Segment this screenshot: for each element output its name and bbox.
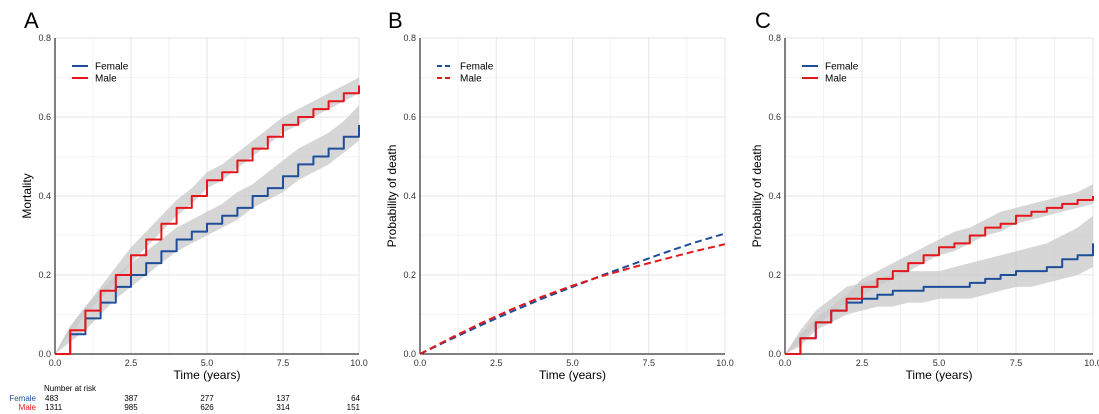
legend-label-male: Male: [95, 74, 117, 85]
x-tick-label: 10.0: [716, 358, 734, 368]
x-tick-label: 0.0: [414, 358, 427, 368]
series-line-male: [785, 196, 1094, 355]
legend-label-male: Male: [825, 74, 847, 85]
panel-b: B 0.0 2.5 5.0 7.5 10.0 0.0 0.2 0.4 0.6 0.8 Time (ye…: [385, 8, 734, 382]
x-tick-label: 7.5: [642, 358, 655, 368]
x-tick-label: 10.0: [350, 358, 368, 368]
risk-table-cell: 387: [124, 394, 138, 403]
risk-table-cell: 314: [276, 403, 290, 412]
x-tick-label: 7.5: [1010, 358, 1023, 368]
x-tick-label: 5.0: [201, 358, 214, 368]
y-tick-label: 0.6: [38, 112, 51, 122]
y-tick-label: 0.4: [403, 191, 416, 201]
series-line-male: [419, 243, 726, 355]
y-tick-label: 0.8: [38, 33, 51, 43]
y-tick-label: 0.0: [768, 349, 781, 359]
y-tick-label: 0.4: [768, 191, 781, 201]
panel-letter: C: [755, 8, 771, 33]
x-tick-label: 2.5: [856, 358, 869, 368]
y-tick-label: 0.6: [768, 112, 781, 122]
panel-a: A 0.0 2.5 5.0 7.5 10.0 0.0 0.2 0.4 0.6 0.8 Time (ye…: [9, 8, 367, 412]
series-line-male: [55, 85, 360, 355]
y-tick-label: 0.2: [768, 270, 781, 280]
risk-table-row-label: Female: [9, 394, 36, 403]
risk-table-cell: 151: [347, 403, 361, 412]
x-tick-label: 5.0: [933, 358, 946, 368]
panel-letter: B: [388, 8, 403, 33]
y-axis-label: Probability of death: [750, 145, 764, 248]
confidence-band-male: [785, 184, 1093, 354]
x-tick-label: 5.0: [566, 358, 579, 368]
x-axis-label: Time (years): [906, 368, 973, 382]
risk-table-cell: 985: [124, 403, 138, 412]
legend-label-female: Female: [95, 62, 129, 73]
risk-table-title: Number at risk: [44, 384, 97, 393]
legend-label-female: Female: [460, 62, 494, 73]
y-tick-label: 0.8: [403, 33, 416, 43]
x-axis-label: Time (years): [539, 368, 606, 382]
y-tick-label: 0.8: [768, 33, 781, 43]
x-tick-label: 0.0: [49, 358, 62, 368]
risk-table-cell: 137: [276, 394, 290, 403]
legend-label-male: Male: [460, 74, 482, 85]
y-tick-label: 0.0: [38, 349, 51, 359]
risk-table-cell: 64: [351, 394, 360, 403]
risk-table-cell: 626: [200, 403, 214, 412]
risk-table-cell: 277: [200, 394, 214, 403]
risk-table-cell: 1311: [45, 403, 63, 412]
risk-table-cell: 483: [45, 394, 59, 403]
x-tick-label: 7.5: [277, 358, 290, 368]
y-tick-label: 0.4: [38, 191, 51, 201]
y-axis-label: Mortality: [20, 173, 34, 218]
x-tick-label: 0.0: [779, 358, 792, 368]
y-tick-label: 0.6: [403, 112, 416, 122]
confidence-band-female: [785, 215, 1093, 354]
x-tick-label: 2.5: [125, 358, 138, 368]
legend-label-female: Female: [825, 62, 859, 73]
y-tick-label: 0.2: [403, 270, 416, 280]
y-tick-label: 0.0: [403, 349, 416, 359]
risk-table-row-label: Male: [19, 403, 37, 412]
x-axis-label: Time (years): [174, 368, 241, 382]
panel-letter: A: [24, 8, 39, 33]
series-line-female: [419, 232, 726, 355]
x-tick-label: 10.0: [1084, 358, 1099, 368]
y-tick-label: 0.2: [38, 270, 51, 280]
panel-c: C 0.0 2.5 5.0 7.5 10.0 0.0 0.2 0.4 0.6 0.8 Time (ye…: [750, 8, 1099, 382]
series-line-female: [55, 124, 360, 355]
y-axis-label: Probability of death: [385, 145, 399, 248]
x-tick-label: 2.5: [490, 358, 503, 368]
